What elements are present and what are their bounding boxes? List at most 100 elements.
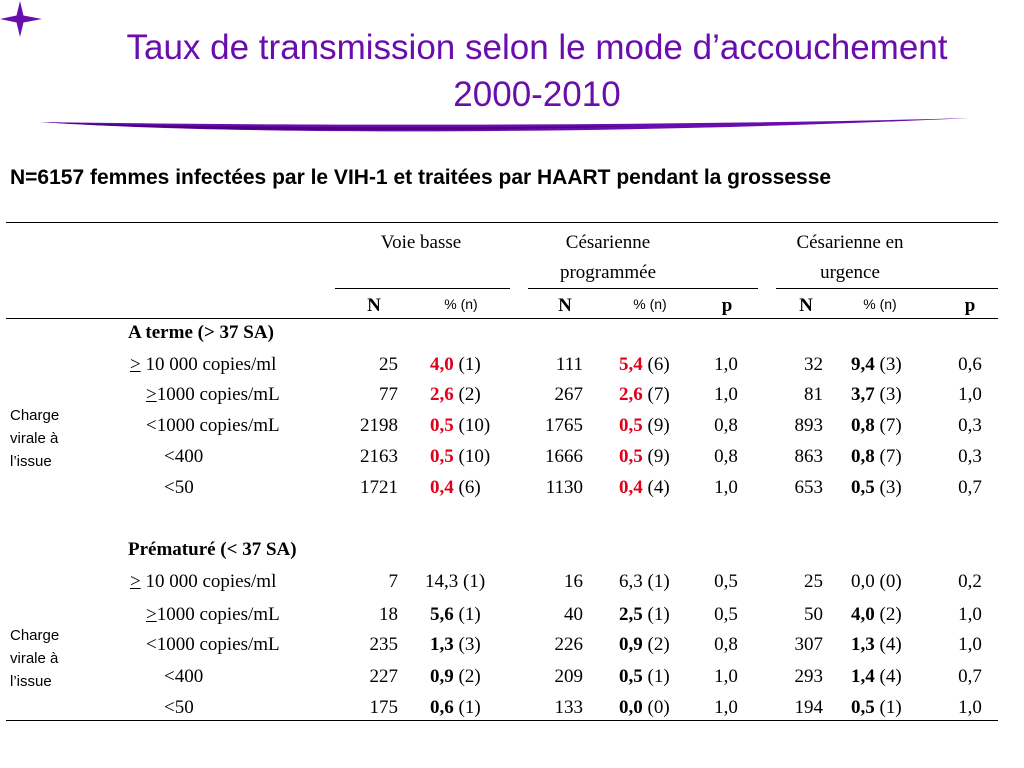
cell-cp-n: 226 <box>554 634 584 655</box>
title-line-2: 2000-2010 <box>453 75 621 114</box>
side-label-line: Charge <box>10 627 60 644</box>
cell-cp-n: 1130 <box>545 477 583 498</box>
cell-cu-p: 0,6 <box>958 354 982 375</box>
row-label: <50 <box>164 697 194 719</box>
count-value: (2) <box>458 384 481 405</box>
table-top-rule <box>6 222 998 223</box>
percentage-value: 1,3 <box>851 634 875 655</box>
cell-cu-pct: 1,3 (4) <box>851 634 902 656</box>
cell-vb-n: 2163 <box>360 446 398 467</box>
cell-cp-p: 1,0 <box>714 384 738 405</box>
row-label-text: <50 <box>164 697 194 718</box>
cell-vb-n: 77 <box>379 384 398 405</box>
cell-cu-n: 293 <box>794 666 824 687</box>
count-value: (1) <box>647 604 670 625</box>
cell-cp-pct: 0,5 (9) <box>619 415 670 437</box>
greater-equal-symbol: > <box>146 384 157 405</box>
row-label-text: <1000 copies/mL <box>146 415 280 436</box>
percentage-value: 5,6 <box>430 604 454 625</box>
cell-cu-p: 1,0 <box>958 384 982 405</box>
cell-vb-n: 25 <box>379 354 398 375</box>
cell-cp-n: 1765 <box>545 415 583 436</box>
percentage-value: 0,5 <box>430 415 454 436</box>
count-value: (3) <box>879 477 902 498</box>
percentage-value: 1,4 <box>851 666 875 687</box>
count-value: (1) <box>458 604 481 625</box>
percentage-value: 2,6 <box>619 384 643 405</box>
cell-vb-n: 235 <box>369 634 399 655</box>
cell-cu-pct: 1,4 (4) <box>851 666 902 688</box>
cell-cu-p: 1,0 <box>958 697 982 718</box>
percentage-value: 0,0 <box>619 697 643 718</box>
count-value: (9) <box>647 446 670 467</box>
row-label: <1000 copies/mL <box>146 415 280 437</box>
count-value: (2) <box>879 604 902 625</box>
cell-cp-n: 133 <box>554 697 584 718</box>
cell-vb-pct: 0,6 (1) <box>430 697 481 719</box>
cell-cp-n: 267 <box>554 384 584 405</box>
count-value: (10) <box>458 415 491 436</box>
count-value: (7) <box>879 415 902 436</box>
percentage-value: 2,6 <box>430 384 454 405</box>
cell-vb-n: 175 <box>369 697 399 718</box>
greater-equal-symbol: > <box>146 604 157 625</box>
row-label: <1000 copies/mL <box>146 634 280 656</box>
cell-cp-n: 209 <box>554 666 584 687</box>
percentage-value: 0,9 <box>430 666 454 687</box>
count-value: (9) <box>647 415 670 436</box>
percentage-value: 0,8 <box>851 446 875 467</box>
cell-vb-n: 2198 <box>360 415 398 436</box>
cell-cu-p: 0,3 <box>958 415 982 436</box>
cell-cp-p: 1,0 <box>714 477 738 498</box>
side-label-line: Charge <box>10 407 60 424</box>
header-cesarienne-programmee-1: Césarienne <box>565 232 651 253</box>
cell-vb-pct: 2,6 (2) <box>430 384 481 406</box>
cell-cp-n: 111 <box>555 354 583 375</box>
row-label-text: <50 <box>164 477 194 498</box>
col-header-cp-pct: % (n) <box>633 296 667 312</box>
cell-vb-pct: 0,9 (2) <box>430 666 481 688</box>
cell-cp-pct: 2,5 (1) <box>619 604 670 626</box>
percentage-value: 4,0 <box>851 604 875 625</box>
cell-cp-p: 0,8 <box>714 415 738 436</box>
col-header-vb-pct: % (n) <box>444 296 478 312</box>
cell-cu-n: 307 <box>794 634 824 655</box>
cell-cp-n: 1666 <box>545 446 583 467</box>
count-value: (6) <box>647 354 670 375</box>
cell-cp-pct: 0,5 (1) <box>619 666 670 688</box>
cell-cu-n: 81 <box>804 384 823 405</box>
row-label-text: 1000 copies/mL <box>156 384 280 405</box>
side-label-charge-virale: Charge virale à l’issue <box>10 624 59 693</box>
cell-vb-n: 1721 <box>360 477 398 498</box>
row-label-text: <1000 copies/mL <box>146 634 280 655</box>
percentage-value: 0,5 <box>619 415 643 436</box>
cell-cp-p: 0,5 <box>714 571 738 592</box>
row-label: >1000 copies/mL <box>146 384 280 406</box>
percentage-value: 4,0 <box>430 354 454 375</box>
four-point-star-icon <box>0 1 42 37</box>
count-value: (2) <box>458 666 481 687</box>
cell-cu-n: 653 <box>794 477 824 498</box>
cell-vb-pct: 14,3 (1) <box>425 571 485 593</box>
side-label-line: virale à <box>10 430 59 447</box>
row-label: > 10 000 copies/ml <box>130 354 276 376</box>
cell-vb-pct: 0,5 (10) <box>430 415 490 437</box>
side-label-charge-virale: Charge virale à l’issue <box>10 404 59 473</box>
greater-equal-symbol: > <box>130 354 141 375</box>
percentage-value: 6,3 <box>619 571 643 592</box>
cell-cu-p: 1,0 <box>958 604 982 625</box>
row-label-text: <400 <box>164 446 204 467</box>
cell-cu-pct: 9,4 (3) <box>851 354 902 376</box>
cell-cp-pct: 5,4 (6) <box>619 354 670 376</box>
percentage-value: 5,4 <box>619 354 643 375</box>
cell-cu-n: 893 <box>794 415 824 436</box>
cell-vb-pct: 0,4 (6) <box>430 477 481 499</box>
section-heading: A terme (> 37 SA) <box>128 322 274 343</box>
count-value: (4) <box>647 477 670 498</box>
title-line-1: Taux de transmission selon le mode d’acc… <box>126 28 948 67</box>
cell-cu-pct: 0,8 (7) <box>851 415 902 437</box>
row-label: > 10 000 copies/ml <box>130 571 276 593</box>
percentage-value: 0,8 <box>851 415 875 436</box>
greater-equal-symbol: > <box>130 571 141 592</box>
count-value: (0) <box>647 697 670 718</box>
